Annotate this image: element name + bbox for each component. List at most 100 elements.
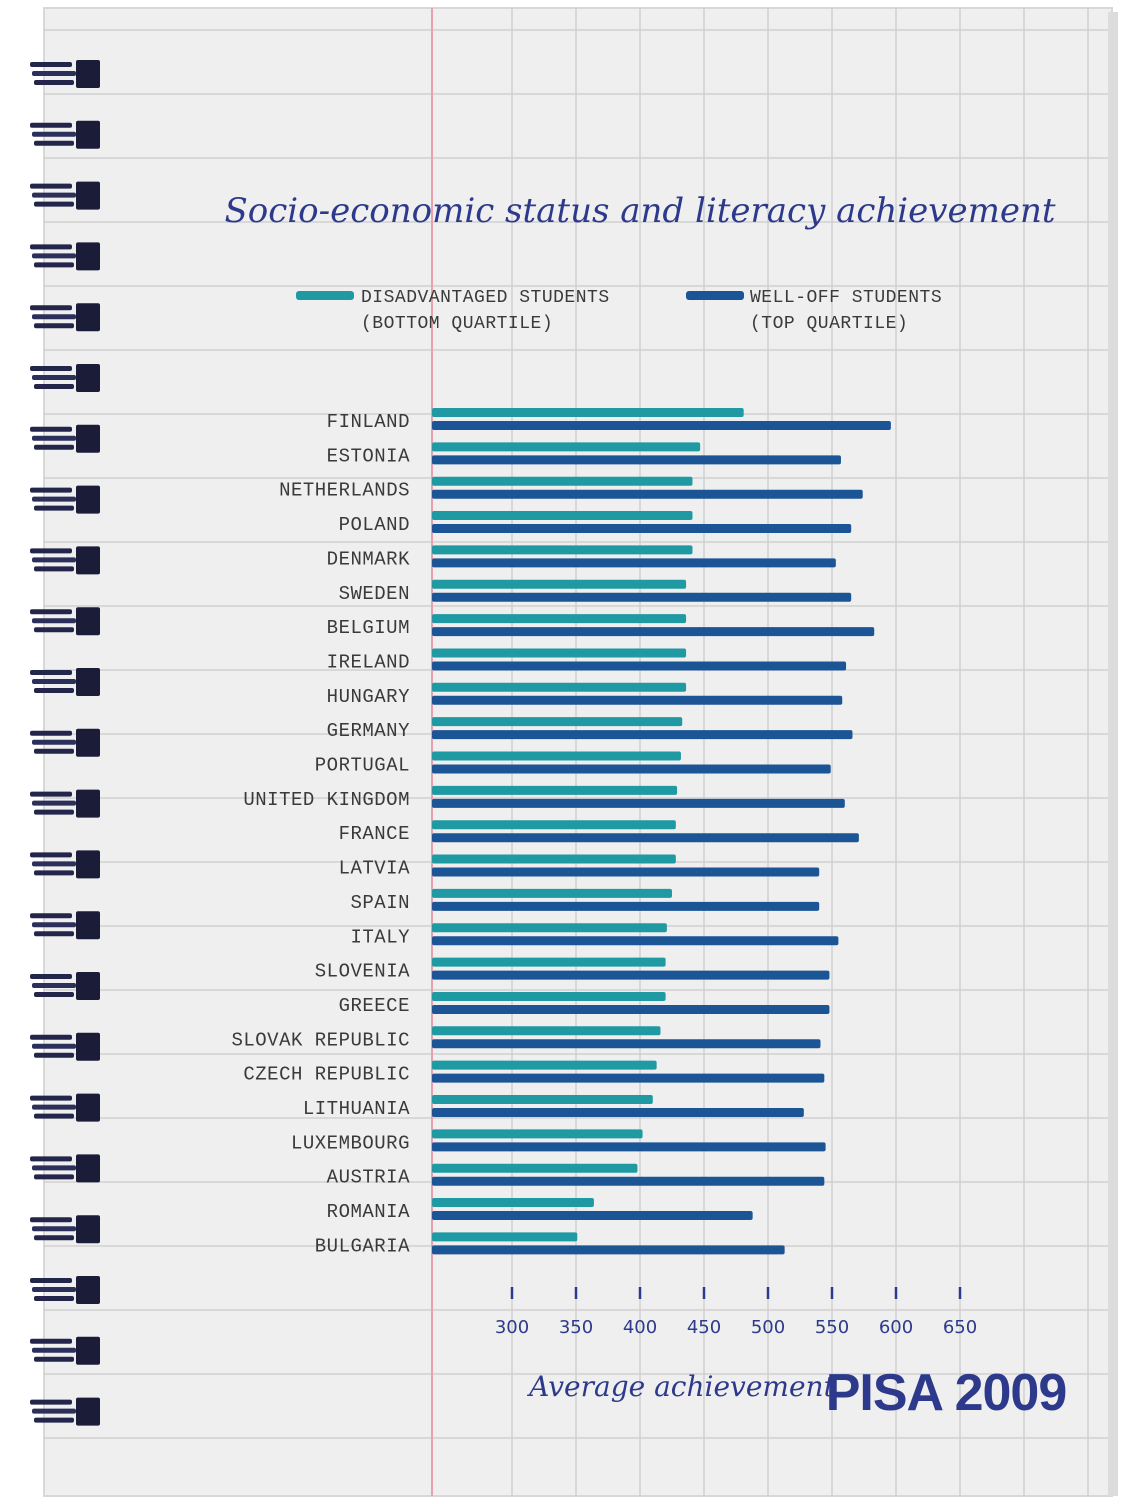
bar-well-off	[432, 936, 839, 946]
spiral-ring	[30, 668, 100, 696]
bar-disadvantaged	[432, 682, 687, 692]
bar-well-off	[432, 695, 843, 705]
category-label: GERMANY	[327, 720, 410, 742]
category-label: SPAIN	[350, 892, 410, 914]
category-label: ROMANIA	[327, 1201, 410, 1223]
bar-well-off	[432, 970, 830, 980]
bar-well-off	[432, 867, 820, 877]
category-label: NETHERLANDS	[279, 480, 410, 502]
category-label: ITALY	[350, 926, 410, 948]
bar-well-off	[432, 1245, 785, 1255]
category-label: LITHUANIA	[303, 1098, 410, 1120]
bar-disadvantaged	[432, 476, 693, 486]
spiral-ring	[30, 607, 100, 636]
legend: DISADVANTAGED STUDENTS (BOTTOM QUARTILE)…	[296, 288, 942, 334]
category-label: BELGIUM	[327, 617, 410, 639]
bar-disadvantaged	[432, 579, 687, 589]
bar-disadvantaged	[432, 1163, 638, 1173]
category-label: CZECH REPUBLIC	[243, 1064, 410, 1086]
bar-disadvantaged	[432, 957, 666, 967]
bar-well-off	[432, 455, 841, 465]
bar-disadvantaged	[432, 545, 693, 555]
category-label: HUNGARY	[327, 686, 410, 708]
category-label: SWEDEN	[339, 583, 410, 605]
bar-disadvantaged	[432, 923, 667, 933]
category-label: SLOVAK REPUBLIC	[231, 1029, 410, 1051]
spiral-ring	[30, 789, 100, 818]
spiral-ring	[30, 181, 100, 210]
spiral-ring	[30, 972, 100, 1000]
bar-well-off	[432, 833, 859, 843]
spiral-ring	[30, 1215, 100, 1244]
x-tick-label: 450	[687, 1317, 721, 1338]
legend-label-disadvantaged-line2: (BOTTOM QUARTILE)	[361, 314, 553, 334]
bar-disadvantaged	[432, 442, 701, 452]
bar-well-off	[432, 627, 875, 637]
spiral-ring	[30, 850, 100, 879]
legend-label-well-off-line2: (TOP QUARTILE)	[750, 314, 908, 334]
spiral-ring	[30, 1397, 100, 1426]
x-tick-label: 650	[943, 1317, 977, 1338]
bar-disadvantaged	[432, 717, 683, 727]
x-tick-label: 300	[495, 1317, 529, 1338]
legend-label-disadvantaged-line1: DISADVANTAGED STUDENTS	[361, 288, 610, 308]
spiral-ring	[30, 60, 100, 88]
spiral-ring	[30, 911, 100, 940]
bar-well-off	[432, 764, 831, 774]
bar-disadvantaged	[432, 1129, 643, 1139]
bar-disadvantaged	[432, 888, 672, 898]
spiral-ring	[30, 364, 100, 392]
bar-well-off	[432, 1039, 821, 1049]
spiral-ring	[30, 424, 100, 453]
bar-well-off	[432, 421, 891, 430]
category-label: ESTONIA	[327, 445, 410, 467]
category-label: FRANCE	[339, 823, 410, 845]
category-label: AUSTRIA	[327, 1167, 410, 1189]
bar-well-off	[432, 1142, 826, 1152]
bar-disadvantaged	[432, 1232, 578, 1242]
bar-well-off	[432, 798, 845, 808]
chart-title: Socio-economic status and literacy achie…	[224, 191, 1055, 231]
bar-disadvantaged	[432, 991, 666, 1001]
bar-well-off	[432, 1073, 825, 1083]
x-tick-label: 400	[623, 1317, 657, 1338]
spiral-ring	[30, 303, 100, 332]
bar-disadvantaged	[432, 785, 678, 795]
spiral-ring	[30, 1154, 100, 1183]
bar-disadvantaged	[432, 511, 693, 521]
bar-disadvantaged	[432, 1060, 657, 1070]
bar-well-off	[432, 730, 853, 740]
spiral-ring	[30, 1032, 100, 1061]
category-label: LUXEMBOURG	[291, 1132, 410, 1154]
bar-disadvantaged	[432, 408, 744, 417]
x-axis: 300 350 400 450 500 550 600 650	[495, 1287, 977, 1338]
bar-disadvantaged	[432, 614, 687, 624]
bar-disadvantaged	[432, 1026, 661, 1036]
spiral-ring	[30, 728, 100, 757]
bar-disadvantaged	[432, 820, 676, 830]
x-tick-label: 600	[879, 1317, 913, 1338]
spiral-ring	[30, 1093, 100, 1122]
category-label: UNITED KINGDOM	[243, 789, 410, 811]
spiral-ring	[30, 242, 100, 271]
bar-well-off	[432, 1211, 753, 1221]
page-edge-shadow	[1108, 12, 1118, 1496]
x-tick-label: 500	[751, 1317, 785, 1338]
bar-well-off	[432, 1004, 830, 1014]
legend-label-well-off-line1: WELL-OFF STUDENTS	[750, 288, 942, 308]
x-tick-label: 550	[815, 1317, 849, 1338]
bar-well-off	[432, 901, 820, 911]
spiral-ring	[30, 1276, 100, 1304]
bar-disadvantaged	[432, 648, 687, 658]
bar-well-off	[432, 661, 847, 671]
bar-well-off	[432, 558, 836, 568]
spiral-ring	[30, 485, 100, 514]
bar-disadvantaged	[432, 1198, 594, 1208]
category-label: BULGARIA	[315, 1235, 410, 1257]
category-label: GREECE	[339, 995, 410, 1017]
bar-disadvantaged	[432, 751, 681, 761]
bar-disadvantaged	[432, 854, 676, 864]
category-label: FINLAND	[327, 411, 410, 433]
spiral-ring	[30, 546, 100, 575]
